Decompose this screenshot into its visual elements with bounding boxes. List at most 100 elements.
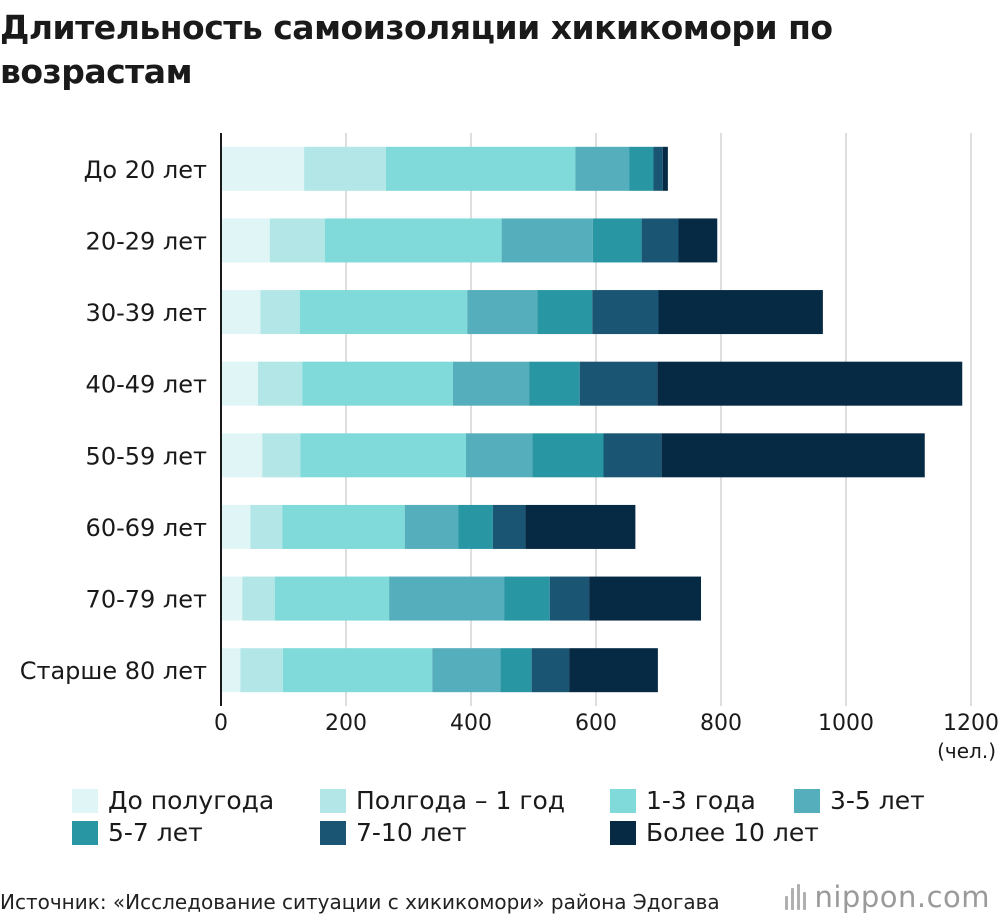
bar-segment	[589, 576, 701, 621]
bar-segment	[221, 576, 243, 621]
x-axis-labels: 0 200 400 600 800 1000 1200	[214, 711, 999, 736]
y-category-label: 40-49 лет	[86, 371, 207, 399]
bar-segment	[492, 504, 526, 549]
x-tick-label: 800	[700, 711, 742, 736]
legend-label: 7-10 лет	[356, 818, 467, 847]
bar-segment	[250, 504, 283, 549]
bar-segment	[432, 648, 501, 693]
bar-segment	[500, 648, 532, 693]
x-tick-label: 200	[325, 711, 367, 736]
stacked-bar-chart: До 20 лет 20-29 лет 30-39 лет 40-49 лет 50-5…	[20, 133, 999, 763]
legend-item: 3-5 лет	[794, 786, 925, 815]
bar-segment	[221, 433, 263, 478]
y-category-label: Старше 80 лет	[20, 657, 207, 685]
bar-segment	[221, 648, 241, 693]
legend-item: 7-10 лет	[320, 818, 467, 847]
legend-swatch	[794, 788, 820, 813]
bar-segment	[662, 146, 668, 191]
bar-segment	[504, 576, 550, 621]
bars	[221, 146, 963, 693]
legend-item: До полугода	[72, 786, 274, 815]
bar-segment	[257, 361, 303, 406]
bar-segment	[274, 576, 390, 621]
bar-segment	[404, 504, 459, 549]
bar-segment	[299, 290, 468, 335]
legend-swatch	[320, 820, 346, 845]
bar-segment	[221, 290, 261, 335]
brand-icon	[785, 884, 807, 910]
x-tick-label: 400	[450, 711, 492, 736]
bar-segment	[653, 146, 663, 191]
legend-item: 5-7 лет	[72, 818, 203, 847]
legend-item: 1-3 года	[610, 786, 756, 815]
bar-segment	[282, 648, 433, 693]
bar-segment	[579, 361, 658, 406]
bar-segment	[300, 433, 466, 478]
bar-segment	[221, 504, 251, 549]
bar-segment	[678, 218, 718, 263]
y-category-label: 20-29 лет	[86, 227, 207, 255]
legend-item: Полгода – 1 год	[320, 786, 565, 815]
bar-segment	[282, 504, 405, 549]
bar-segment	[592, 290, 659, 335]
bar-segment	[592, 218, 642, 263]
legend-swatch	[610, 820, 636, 845]
y-category-label: 60-69 лет	[86, 514, 207, 542]
bar-segment	[242, 576, 275, 621]
legend-swatch	[610, 788, 636, 813]
bar-segment	[240, 648, 283, 693]
legend-label: 1-3 года	[646, 786, 756, 815]
brand-name: nippon.com	[814, 880, 990, 914]
bar-segment	[221, 218, 270, 263]
legend-item: Более 10 лет	[610, 818, 819, 847]
brand-logo: nippon.com	[785, 880, 990, 914]
legend-label: До полугода	[108, 786, 275, 815]
legend-label: Более 10 лет	[646, 818, 819, 847]
y-axis-labels: До 20 лет 20-29 лет 30-39 лет 40-49 лет 50-5…	[20, 156, 207, 685]
legend-swatch	[72, 820, 98, 845]
legend-swatch	[320, 788, 346, 813]
bar-segment	[549, 576, 590, 621]
bar-segment	[603, 433, 662, 478]
bar-segment	[531, 648, 570, 693]
y-category-label: 70-79 лет	[86, 586, 207, 614]
x-tick-label: 1000	[818, 711, 874, 736]
bar-segment	[657, 361, 963, 406]
legend-label: Полгода – 1 год	[356, 786, 566, 815]
bar-segment	[221, 146, 305, 191]
bar-segment	[641, 218, 679, 263]
bar-segment	[501, 218, 593, 263]
bar-segment	[537, 290, 593, 335]
bar-segment	[658, 290, 823, 335]
bar-segment	[529, 361, 580, 406]
bar-segment	[629, 146, 654, 191]
bar-segment	[458, 504, 493, 549]
bar-segment	[467, 290, 538, 335]
source-note: Источник: «Исследование ситуации с хикик…	[0, 890, 720, 914]
x-axis-unit-label: (чел.)	[937, 739, 996, 763]
y-category-label: 30-39 лет	[86, 299, 207, 327]
bar-segment	[452, 361, 530, 406]
legend-swatch	[72, 788, 98, 813]
bar-segment	[575, 146, 630, 191]
bar-segment	[304, 146, 386, 191]
bar-segment	[324, 218, 502, 263]
bar-segment	[302, 361, 453, 406]
bar-segment	[262, 433, 301, 478]
legend-label: 3-5 лет	[830, 786, 925, 815]
y-category-label: 50-59 лет	[86, 442, 207, 470]
bar-segment	[466, 433, 533, 478]
x-tick-label: 600	[575, 711, 617, 736]
bar-segment	[386, 146, 576, 191]
x-tick-label: 1200	[943, 711, 999, 736]
bar-segment	[532, 433, 604, 478]
bar-segment	[569, 648, 658, 693]
bar-segment	[525, 504, 636, 549]
bar-segment	[661, 433, 925, 478]
y-category-label: До 20 лет	[84, 156, 207, 184]
bar-segment	[260, 290, 300, 335]
x-tick-label: 0	[214, 711, 228, 736]
bar-segment	[269, 218, 325, 263]
bar-segment	[389, 576, 505, 621]
chart-title: Длительность самоизоляции хикикомори по …	[0, 8, 833, 91]
